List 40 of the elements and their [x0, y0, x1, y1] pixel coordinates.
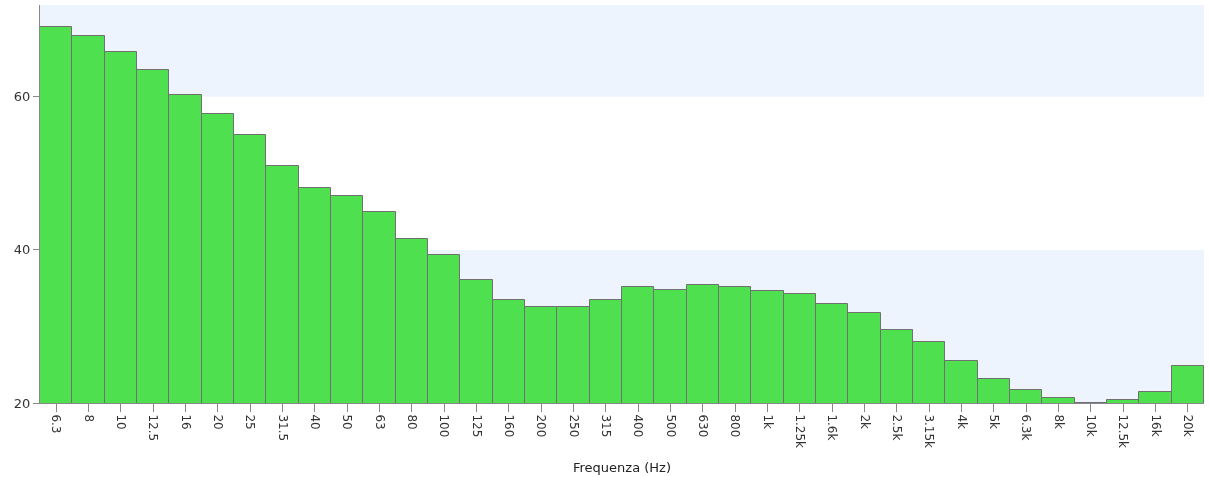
x-tick-label: 8k — [1051, 414, 1066, 430]
x-tick-label: 200 — [534, 414, 549, 438]
x-tick-label: 1k — [760, 414, 775, 430]
x-tick-label: 63 — [372, 414, 387, 430]
x-tick-label: 12.5k — [1116, 414, 1131, 449]
x-axis-title: Frequenza (Hz) — [573, 459, 671, 475]
y-tick-label: 20 — [13, 395, 31, 411]
x-tick-label: 500 — [663, 414, 678, 438]
x-tick-label: 6.3k — [1019, 414, 1034, 441]
x-tick-label: 8 — [81, 414, 96, 423]
x-tick-label: 6.3 — [49, 414, 64, 434]
x-tick-label: 31.5 — [275, 414, 290, 442]
x-tick-label: 2.5k — [889, 414, 904, 441]
y-tick-label: 60 — [13, 89, 31, 105]
x-tick-label: 25 — [243, 414, 258, 430]
x-tick-label: 1.25k — [792, 414, 807, 449]
x-tick-label: 16 — [178, 414, 193, 430]
x-tick-label: 800 — [728, 414, 743, 438]
x-tick-label: 630 — [695, 414, 710, 438]
x-tick-label: 2k — [857, 414, 872, 430]
x-tick-label: 10k — [1083, 414, 1098, 437]
x-tick-label: 80 — [404, 414, 419, 430]
x-tick-label: 10 — [113, 414, 128, 430]
x-tick-label: 125 — [469, 414, 484, 438]
x-tick-label: 4k — [954, 414, 969, 430]
x-tick-label: 160 — [501, 414, 516, 438]
x-tick-label: 40 — [307, 414, 322, 430]
x-tick-label: 400 — [631, 414, 646, 438]
x-tick-label: 5k — [986, 414, 1001, 430]
x-tick-label: 250 — [566, 414, 581, 438]
x-tick-label: 12.5 — [146, 414, 161, 442]
x-tick-label: 315 — [598, 414, 613, 438]
x-tick-label: 1.6k — [825, 414, 840, 441]
x-tick-label: 16k — [1148, 414, 1163, 437]
x-tick-label: 50 — [340, 414, 355, 430]
x-tick-label: 20k — [1180, 414, 1195, 437]
x-tick-label: 20 — [210, 414, 225, 430]
y-tick-label: 40 — [13, 242, 31, 258]
x-tick-label: 3.15k — [922, 414, 937, 449]
x-tick-label: 100 — [437, 414, 452, 438]
